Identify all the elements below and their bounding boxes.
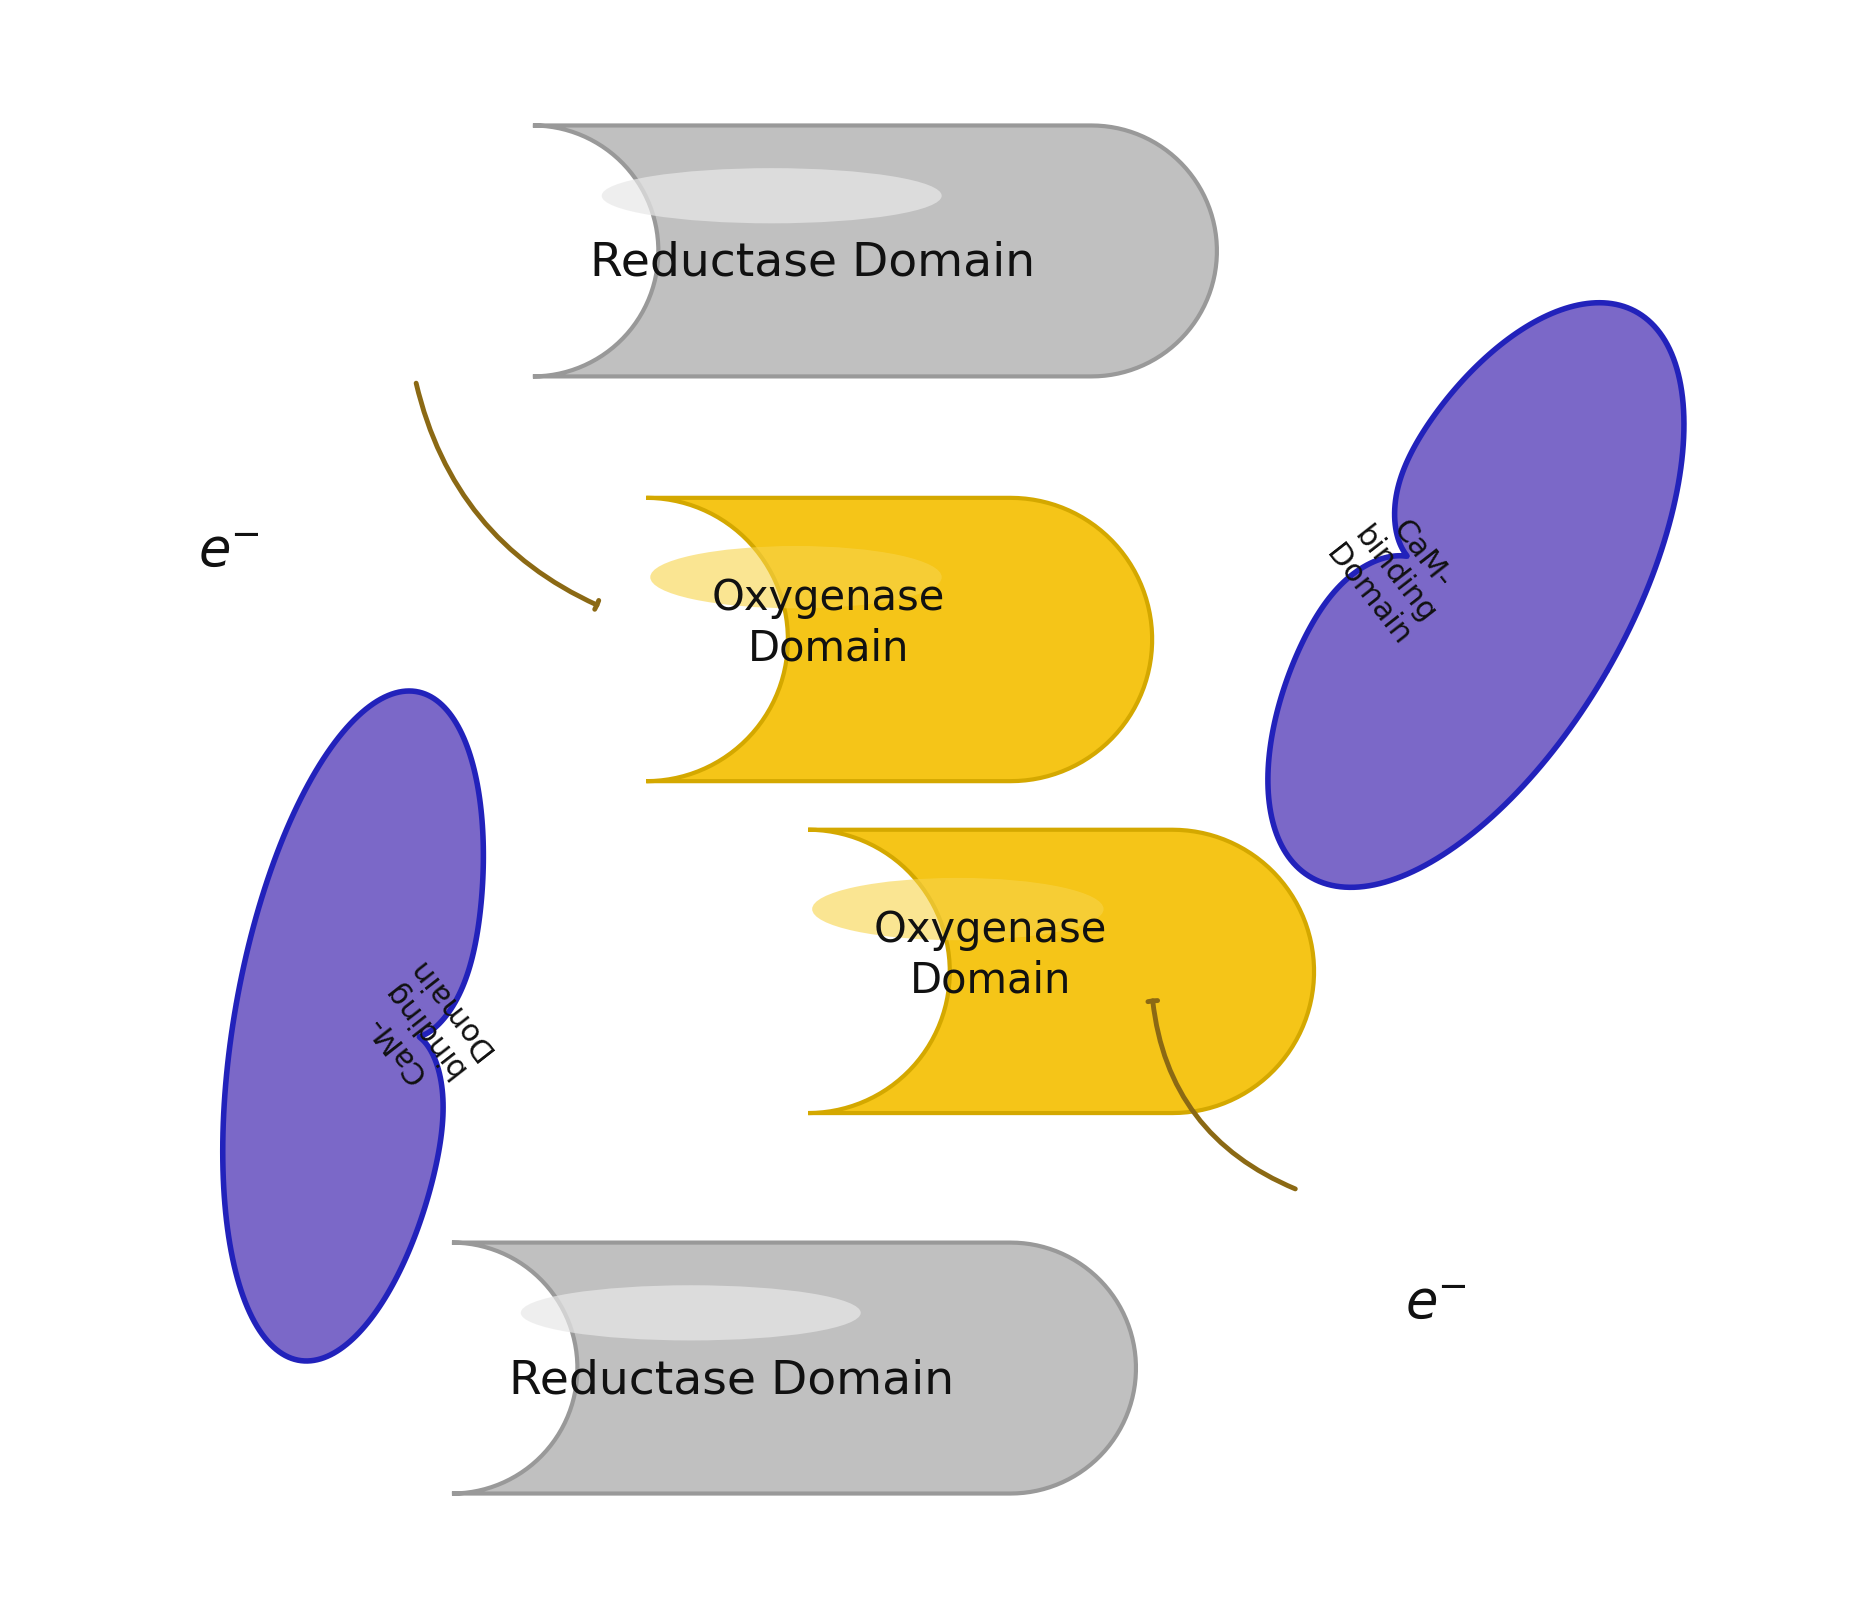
Text: e$^{-}$: e$^{-}$ — [1405, 1277, 1466, 1329]
Text: Reductase Domain: Reductase Domain — [590, 241, 1035, 287]
Polygon shape — [222, 691, 483, 1362]
Text: Oxygenase
Domain: Oxygenase Domain — [874, 910, 1107, 1001]
Ellipse shape — [602, 168, 942, 223]
Polygon shape — [533, 126, 1216, 377]
Ellipse shape — [520, 1285, 861, 1341]
Polygon shape — [809, 829, 1314, 1114]
Text: Reductase Domain: Reductase Domain — [509, 1358, 953, 1404]
Ellipse shape — [813, 877, 1103, 941]
Ellipse shape — [650, 546, 942, 609]
Text: CaM-
binding
Domain: CaM- binding Domain — [1322, 499, 1470, 651]
Text: e$^{-}$: e$^{-}$ — [198, 525, 261, 576]
Polygon shape — [1268, 303, 1684, 887]
Text: CaM-
binding
Domain: CaM- binding Domain — [350, 952, 498, 1104]
Polygon shape — [646, 499, 1151, 782]
Text: Oxygenase
Domain: Oxygenase Domain — [711, 578, 946, 669]
Polygon shape — [452, 1243, 1137, 1493]
